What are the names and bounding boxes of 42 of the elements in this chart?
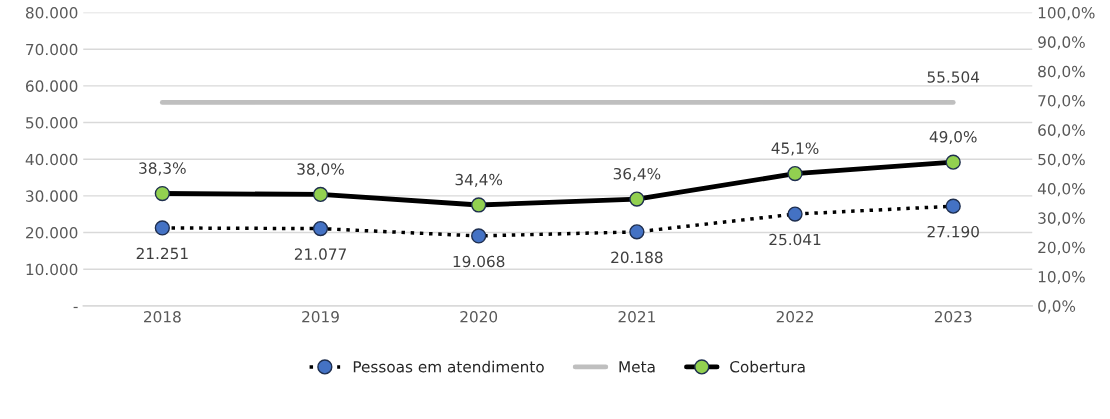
x-tick-label: 2023 [934,311,972,323]
data-label: 38,3% [139,162,186,176]
y-tick-label: 40.000 [25,153,78,166]
data-label: 27.190 [927,225,979,238]
x-tick-label: 2019 [302,311,339,323]
y2-tick-label: 70,0% [1038,95,1085,109]
y2-tick-label: 80,0% [1038,65,1085,79]
legend-label: Pessoas em atendimento [353,360,544,373]
data-label: 21.077 [294,248,346,260]
x-tick-label: 2022 [776,311,813,323]
y2-tick-label: 20,0% [1038,241,1085,255]
y-tick-label: 60.000 [26,80,78,92]
y-tick-label: - [73,306,78,309]
y2-tick-label: 90,0% [1038,36,1085,50]
y-tick-label: 70.000 [26,43,78,56]
y2-tick-label: 40,0% [1037,183,1085,197]
data-label: 25.041 [769,233,821,246]
data-label: 34,4% [455,173,503,187]
legend-label: Meta [619,361,655,373]
data-label: 19.068 [453,255,505,268]
data-label: 20.188 [611,251,663,264]
y-tick-label: 10.000 [26,263,78,276]
y2-tick-label: 60,0% [1038,124,1085,138]
y-tick-label: 30.000 [26,190,78,202]
legend-label: Cobertura [730,360,805,373]
y2-tick-label: 30,0% [1038,212,1085,226]
x-tick-label: 2020 [460,311,498,323]
data-label: 55.504 [927,71,980,83]
data-label: 36,4% [613,167,661,182]
y2-tick-label: 0,0% [1038,300,1076,314]
y2-tick-label: 100,0% [1038,7,1095,21]
data-label: 38,0% [297,163,344,177]
y-tick-label: 50.000 [26,117,78,129]
data-label: 21.251 [136,247,188,260]
x-tick-label: 2021 [618,311,655,323]
y2-tick-label: 10,0% [1038,271,1085,285]
data-label: 49,0% [929,130,977,145]
y-tick-label: 80.000 [25,7,78,19]
y-tick-label: 20.000 [26,227,78,239]
y2-tick-label: 50,0% [1038,153,1085,167]
data-label: 45,1% [771,142,819,156]
x-tick-label: 2018 [144,311,181,323]
